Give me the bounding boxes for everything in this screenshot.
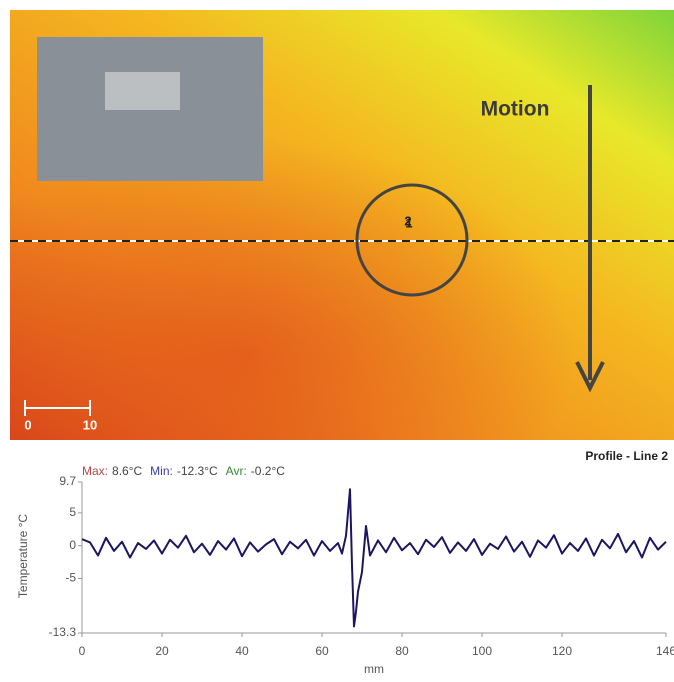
profile-series — [81, 488, 667, 628]
marker-label: 2 — [404, 213, 411, 228]
stat-label: Min: — [150, 464, 173, 478]
scale-label: 10 — [83, 417, 97, 432]
x-tick-label: 0 — [79, 644, 86, 658]
x-axis-label: mm — [364, 662, 384, 676]
stat-value: -0.2°C — [251, 464, 285, 478]
y-axis-label: Temperature °C — [16, 514, 30, 598]
stat-value: 8.6°C — [112, 464, 142, 478]
circle-marker — [355, 183, 469, 297]
thermal-image: 2 1 Motion 0 10 — [10, 10, 674, 440]
x-tick-label: 146 — [656, 644, 674, 658]
y-tick-label: 0 — [69, 538, 76, 552]
x-tick-label: 80 — [395, 644, 409, 658]
x-tick-label: 60 — [315, 644, 329, 658]
chart-title: Profile - Line 2 — [585, 449, 668, 463]
y-tick-label: 5 — [69, 505, 76, 519]
stat-label: Max: — [82, 464, 108, 478]
x-tick-label: 20 — [155, 644, 169, 658]
y-tick-label: -5 — [65, 571, 76, 585]
marker-label: 1 — [405, 215, 412, 230]
x-tick-label: 100 — [472, 644, 492, 658]
x-tick-label: 120 — [552, 644, 572, 658]
stat-value: -12.3°C — [177, 464, 218, 478]
y-tick-label: -13.3 — [49, 625, 77, 639]
scale-label: 0 — [24, 417, 31, 432]
stat-label: Avr: — [226, 464, 247, 478]
x-tick-label: 40 — [235, 644, 249, 658]
y-tick-label: 9.7 — [59, 474, 76, 488]
motion-label: Motion — [481, 98, 550, 121]
motion-arrowhead — [575, 361, 605, 393]
inset-patch — [105, 72, 180, 110]
